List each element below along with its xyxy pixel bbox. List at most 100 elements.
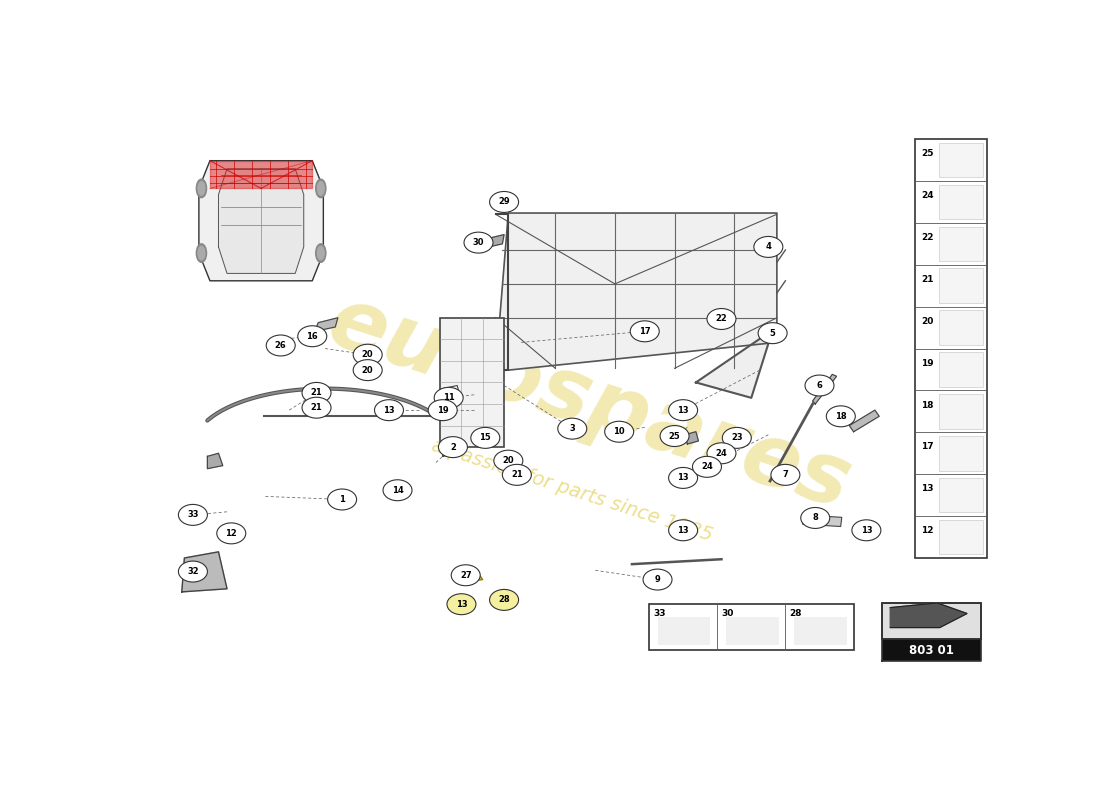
Bar xyxy=(915,139,988,558)
Text: 14: 14 xyxy=(392,486,404,494)
Polygon shape xyxy=(813,374,836,404)
Circle shape xyxy=(503,464,531,486)
Text: eurospares: eurospares xyxy=(318,281,861,527)
Text: 20: 20 xyxy=(921,317,933,326)
Text: 7: 7 xyxy=(782,470,789,479)
Ellipse shape xyxy=(198,246,205,260)
Bar xyxy=(939,143,983,178)
Text: 20: 20 xyxy=(362,350,374,359)
Text: 17: 17 xyxy=(921,442,934,451)
Text: 28: 28 xyxy=(498,595,510,604)
Text: a passion for parts since 1985: a passion for parts since 1985 xyxy=(429,436,715,545)
Circle shape xyxy=(298,326,327,346)
Text: 28: 28 xyxy=(790,609,802,618)
Text: 27: 27 xyxy=(460,570,472,580)
Ellipse shape xyxy=(318,182,324,195)
Text: 17: 17 xyxy=(639,327,650,336)
Text: 29: 29 xyxy=(498,198,510,206)
Circle shape xyxy=(771,464,800,486)
Polygon shape xyxy=(685,432,698,444)
Text: 5: 5 xyxy=(770,329,776,338)
Polygon shape xyxy=(442,386,460,398)
Text: 13: 13 xyxy=(921,484,934,494)
Circle shape xyxy=(669,520,697,541)
Bar xyxy=(939,436,983,470)
Text: 18: 18 xyxy=(835,412,847,421)
Text: 24: 24 xyxy=(921,191,934,200)
Ellipse shape xyxy=(196,244,207,262)
Circle shape xyxy=(669,400,697,421)
Ellipse shape xyxy=(196,179,207,198)
Circle shape xyxy=(490,590,518,610)
Bar xyxy=(882,603,981,639)
Circle shape xyxy=(383,480,412,501)
Text: 13: 13 xyxy=(678,474,689,482)
Text: 8: 8 xyxy=(813,514,818,522)
Text: 21: 21 xyxy=(310,389,322,398)
Bar xyxy=(440,318,504,447)
Ellipse shape xyxy=(316,179,326,198)
Text: 20: 20 xyxy=(503,456,514,465)
Circle shape xyxy=(178,505,208,526)
Polygon shape xyxy=(696,330,772,398)
Polygon shape xyxy=(199,161,323,281)
Circle shape xyxy=(644,569,672,590)
Text: 30: 30 xyxy=(722,609,734,618)
Bar xyxy=(794,617,847,646)
Text: 21: 21 xyxy=(512,470,522,479)
Bar xyxy=(803,515,842,526)
Circle shape xyxy=(630,321,659,342)
Circle shape xyxy=(178,561,208,582)
Polygon shape xyxy=(315,318,338,331)
Text: 16: 16 xyxy=(307,332,318,341)
Text: 18: 18 xyxy=(921,401,934,410)
Text: 9: 9 xyxy=(654,575,660,584)
Bar xyxy=(939,226,983,261)
Ellipse shape xyxy=(318,246,324,260)
Polygon shape xyxy=(488,234,504,247)
Text: 23: 23 xyxy=(732,434,742,442)
Text: 22: 22 xyxy=(921,233,934,242)
Bar xyxy=(939,520,983,554)
Bar xyxy=(276,338,288,344)
Polygon shape xyxy=(495,213,777,370)
Polygon shape xyxy=(453,571,483,582)
Circle shape xyxy=(353,344,382,365)
Ellipse shape xyxy=(198,182,205,195)
Circle shape xyxy=(851,520,881,541)
Circle shape xyxy=(328,489,356,510)
Circle shape xyxy=(439,437,468,458)
Bar xyxy=(939,478,983,513)
Circle shape xyxy=(707,309,736,330)
Circle shape xyxy=(447,594,476,614)
Text: 33: 33 xyxy=(187,510,199,519)
Text: 25: 25 xyxy=(921,150,934,158)
Bar xyxy=(939,269,983,303)
Text: 3: 3 xyxy=(570,424,575,433)
Polygon shape xyxy=(210,161,312,188)
Text: 12: 12 xyxy=(226,529,238,538)
Circle shape xyxy=(471,427,499,448)
Circle shape xyxy=(266,335,295,356)
Text: 26: 26 xyxy=(275,341,287,350)
Text: 30: 30 xyxy=(473,238,484,247)
Circle shape xyxy=(490,191,518,213)
Circle shape xyxy=(374,400,404,421)
Bar xyxy=(476,432,495,442)
Bar xyxy=(882,639,981,662)
Text: 12: 12 xyxy=(921,526,934,535)
Bar xyxy=(939,310,983,345)
Circle shape xyxy=(428,400,458,421)
Text: 13: 13 xyxy=(860,526,872,534)
Circle shape xyxy=(805,375,834,396)
Text: 33: 33 xyxy=(653,609,666,618)
Circle shape xyxy=(758,322,788,344)
Polygon shape xyxy=(208,454,222,469)
Text: 22: 22 xyxy=(716,314,727,323)
Text: 24: 24 xyxy=(716,449,727,458)
Circle shape xyxy=(693,456,722,478)
Text: 13: 13 xyxy=(678,526,689,534)
Bar xyxy=(649,604,854,650)
Bar xyxy=(939,352,983,386)
Text: 803 01: 803 01 xyxy=(910,644,954,657)
